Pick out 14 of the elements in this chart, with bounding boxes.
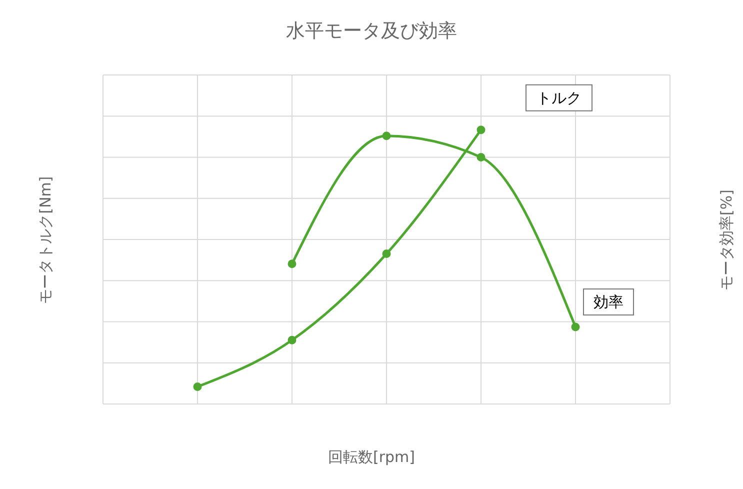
y2-axis-title: モータ効率[%] (718, 190, 736, 290)
point (476, 126, 486, 134)
point (476, 153, 486, 162)
point (193, 382, 202, 391)
point (382, 250, 391, 258)
x-axis-title: 回転数[rpm] (326, 448, 416, 467)
chart-title: 水平モータ及び効率 (285, 19, 458, 44)
y-axis-title: モータトルク[Nm] (36, 176, 56, 304)
point (288, 260, 296, 268)
point (288, 336, 296, 344)
point (382, 132, 391, 140)
series-label: 効率 (594, 292, 624, 311)
point (571, 322, 580, 332)
text: トルク (536, 88, 582, 107)
